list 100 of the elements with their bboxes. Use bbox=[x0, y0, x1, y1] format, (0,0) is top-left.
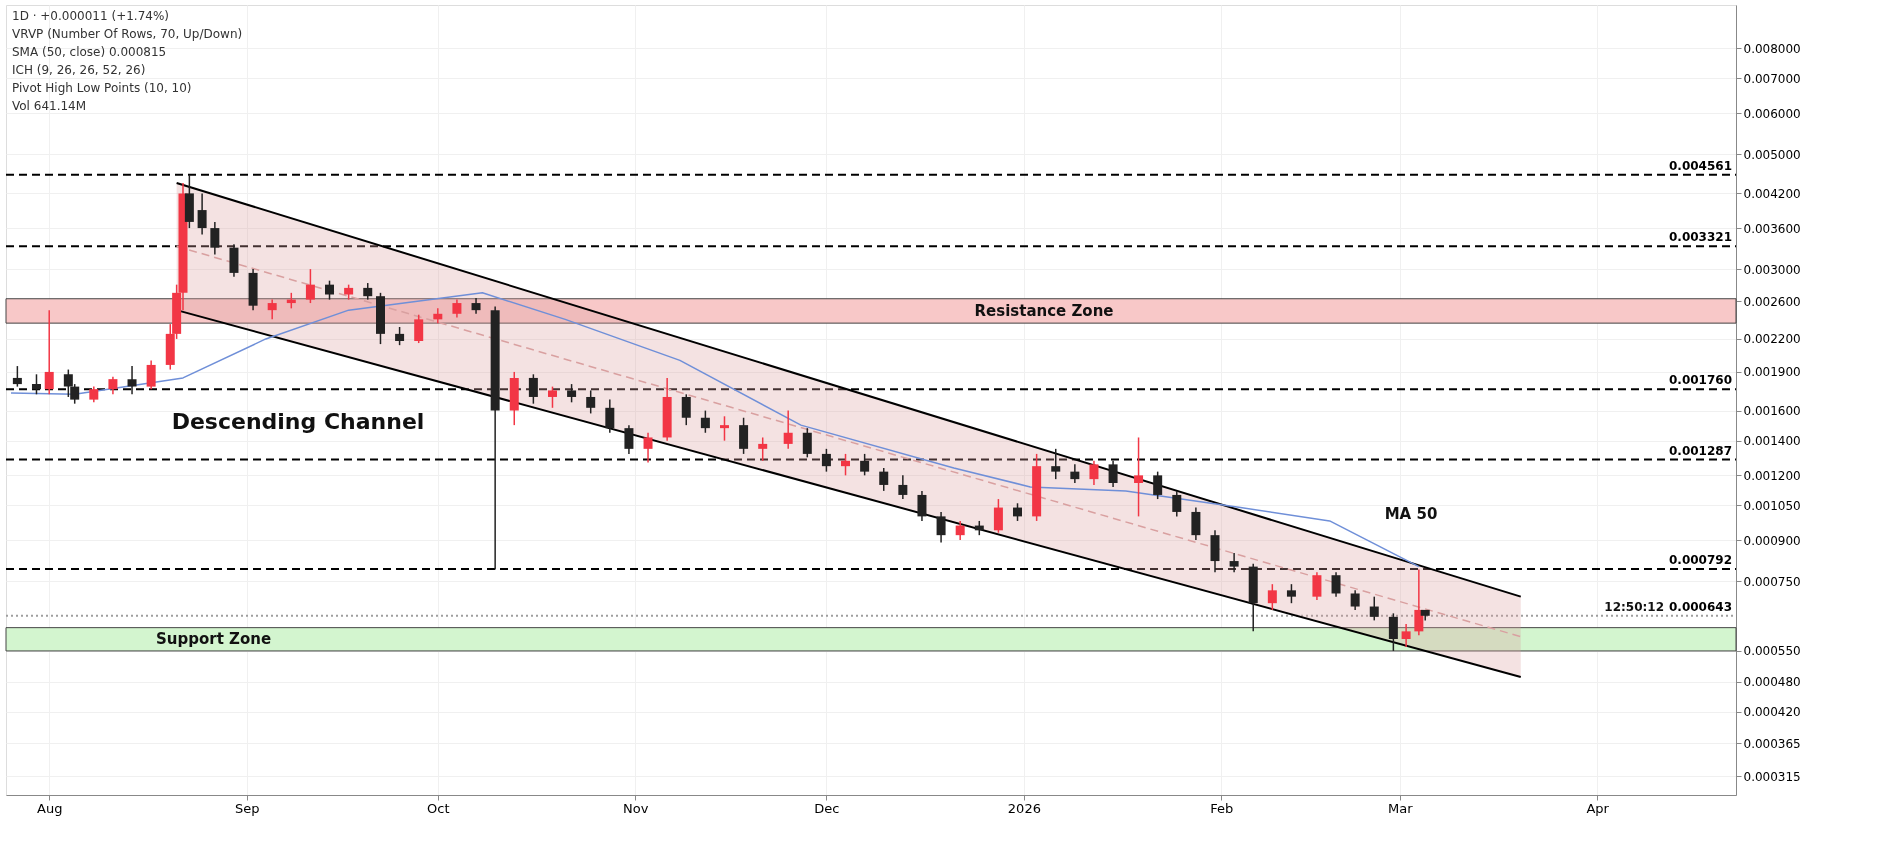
candlestick bbox=[1267, 583, 1277, 611]
ref-line-label: 0.001287 bbox=[1668, 443, 1732, 458]
y-tick-label: 0.000420 bbox=[1743, 705, 1801, 720]
candlestick bbox=[210, 221, 220, 256]
candlestick bbox=[802, 427, 812, 459]
candlestick bbox=[624, 424, 634, 455]
y-tick-label: 0.000900 bbox=[1743, 533, 1801, 548]
candlestick bbox=[898, 474, 908, 500]
candlestick bbox=[1153, 470, 1163, 500]
candlestick bbox=[783, 409, 793, 450]
y-tick-label: 0.002200 bbox=[1743, 332, 1801, 347]
candlestick bbox=[1172, 490, 1182, 518]
y-tick-label: 0.003600 bbox=[1743, 221, 1801, 236]
candlestick bbox=[879, 467, 889, 492]
candlestick bbox=[1331, 571, 1341, 598]
candlestick bbox=[1089, 460, 1099, 486]
candlestick bbox=[700, 409, 710, 434]
y-tick-label: 0.000480 bbox=[1743, 675, 1801, 690]
candlestick bbox=[197, 192, 207, 236]
candlestick bbox=[1388, 612, 1398, 652]
x-tick-label: Aug bbox=[37, 800, 63, 816]
candlestick bbox=[1108, 460, 1118, 488]
ref-line-label: 0.003321 bbox=[1668, 230, 1732, 245]
candlestick bbox=[739, 417, 749, 455]
candlestick bbox=[1369, 595, 1379, 622]
candlestick bbox=[821, 448, 831, 473]
candlestick bbox=[1401, 623, 1411, 648]
candlestick bbox=[1229, 552, 1239, 574]
candlestick bbox=[917, 490, 927, 522]
candlestick bbox=[267, 298, 277, 321]
y-tick-label: 0.001050 bbox=[1743, 498, 1801, 513]
annotation: 12:50:12 bbox=[1604, 599, 1664, 614]
x-tick-label: 2026 bbox=[1007, 800, 1041, 816]
ref-line-label: 0.000792 bbox=[1668, 552, 1732, 567]
annotation: ICH (9, 26, 26, 52, 26) bbox=[12, 63, 146, 77]
candlestick bbox=[586, 389, 596, 415]
candlestick bbox=[643, 432, 653, 464]
annotation: Descending Channel bbox=[171, 409, 425, 435]
band-label: Support Zone bbox=[156, 630, 272, 649]
candlestick bbox=[1051, 448, 1061, 480]
ref-line-label: 0.000643 bbox=[1668, 599, 1732, 614]
ref-line-label: 0.001760 bbox=[1668, 373, 1732, 388]
candlestick bbox=[433, 307, 443, 324]
y-tick-label: 0.003000 bbox=[1743, 262, 1801, 277]
candlestick bbox=[681, 393, 691, 426]
candlestick bbox=[936, 511, 946, 544]
x-tick-label: Nov bbox=[623, 800, 649, 816]
y-tick-label: 0.000750 bbox=[1743, 574, 1801, 589]
candlestick bbox=[955, 520, 965, 541]
annotation: SMA (50, close) 0.000815 bbox=[12, 45, 167, 59]
candlestick bbox=[146, 359, 156, 390]
candlestick bbox=[841, 453, 851, 477]
candlestick bbox=[31, 373, 41, 396]
x-tick-label: Apr bbox=[1586, 800, 1610, 816]
candlestick bbox=[1312, 571, 1322, 601]
y-tick-label: 0.001900 bbox=[1743, 365, 1801, 380]
y-tick-label: 0.000550 bbox=[1743, 644, 1801, 659]
candlestick bbox=[127, 365, 137, 396]
candlestick bbox=[547, 385, 557, 409]
x-tick-label: Oct bbox=[427, 800, 450, 816]
candlestick bbox=[395, 326, 405, 346]
candlestick bbox=[305, 268, 315, 304]
candlestick bbox=[758, 436, 768, 462]
candlestick bbox=[1070, 463, 1080, 484]
annotation: Pivot High Low Points (10, 10) bbox=[12, 81, 192, 95]
y-tick-label: 0.008000 bbox=[1743, 41, 1801, 56]
candlestick bbox=[1286, 583, 1296, 604]
candlestick bbox=[993, 498, 1003, 534]
annotation: VRVP (Number Of Rows, 70, Up/Down) bbox=[12, 27, 243, 41]
candlestick bbox=[1134, 436, 1144, 518]
y-tick-label: 0.000365 bbox=[1743, 736, 1801, 751]
x-tick-label: Dec bbox=[814, 800, 840, 816]
y-tick-label: 0.001600 bbox=[1743, 404, 1801, 419]
y-tick-label: 0.001400 bbox=[1743, 434, 1801, 449]
candlestick bbox=[1191, 506, 1201, 541]
y-tick-label: 0.002600 bbox=[1743, 294, 1801, 309]
annotation: MA 50 bbox=[1384, 505, 1438, 524]
candlestick bbox=[1350, 589, 1360, 611]
candlestick bbox=[44, 309, 54, 396]
y-tick-label: 0.006000 bbox=[1743, 106, 1801, 121]
ref-line-label: 0.004561 bbox=[1668, 158, 1732, 173]
candlestick bbox=[567, 383, 577, 404]
y-tick-label: 0.004200 bbox=[1743, 186, 1801, 201]
y-tick-label: 0.007000 bbox=[1743, 71, 1801, 86]
candlestick bbox=[719, 415, 729, 442]
candlestick bbox=[12, 365, 22, 388]
x-tick-label: Feb bbox=[1210, 800, 1234, 816]
x-tick-label: Sep bbox=[234, 800, 260, 816]
y-tick-label: 0.001200 bbox=[1743, 468, 1801, 483]
candlestick bbox=[860, 453, 870, 477]
band-label: Resistance Zone bbox=[974, 301, 1114, 320]
candlestick bbox=[528, 373, 538, 405]
candlestick bbox=[414, 313, 424, 344]
y-tick-label: 0.000315 bbox=[1743, 769, 1801, 784]
y-tick-label: 0.005000 bbox=[1743, 147, 1801, 162]
x-tick-label: Mar bbox=[1387, 800, 1414, 816]
candlestick bbox=[325, 279, 335, 301]
candlestick bbox=[605, 398, 615, 434]
annotation: 1D · +0.000011 (+1.74%) bbox=[12, 9, 169, 23]
annotation: Vol 641.14M bbox=[12, 99, 87, 113]
